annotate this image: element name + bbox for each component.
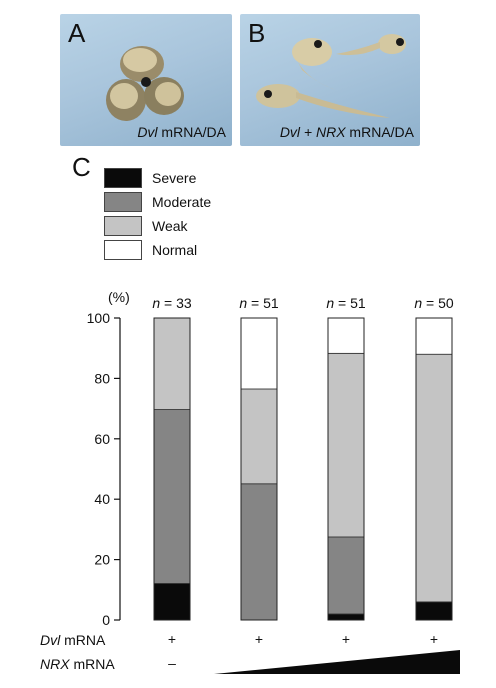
bar-outline-4	[415, 317, 453, 621]
panel-a-label: A	[68, 18, 86, 48]
bar-outline-1	[153, 317, 191, 621]
legend-swatch-weak	[104, 216, 142, 236]
bar-segment-weak-2	[240, 388, 278, 485]
panel-b-caption: Dvl + NRX mRNA/DA	[279, 124, 414, 140]
y-tick-label-0: 0	[102, 612, 110, 628]
y-tick-label-80: 80	[94, 370, 110, 386]
n-label-1: n = 33	[152, 295, 192, 311]
photo-panel-b: B Dvl + NRX mRNA/DA	[240, 14, 420, 146]
y-tick-label-20: 20	[94, 552, 110, 568]
bar-segment-weak-3	[327, 352, 365, 538]
bar-segment-moderate-2	[240, 483, 278, 621]
dvl-mark-2: +	[255, 631, 263, 647]
bar-segment-severe-3	[327, 613, 365, 621]
legend-item-moderate: Moderate	[104, 192, 364, 214]
legend-label-weak: Weak	[152, 218, 188, 234]
y-tick-label-60: 60	[94, 431, 110, 447]
bar-segment-moderate-1	[153, 409, 191, 584]
panel-a-caption: Dvl mRNA/DA	[137, 124, 226, 140]
bar-segment-moderate-3	[327, 536, 365, 615]
dvl-mark-3: +	[342, 631, 350, 647]
n-label-4: n = 50	[414, 295, 454, 311]
legend-item-severe: Severe	[104, 168, 364, 190]
y-tick-label-40: 40	[94, 491, 110, 507]
panel-b-label: B	[248, 18, 266, 48]
legend-swatch-severe	[104, 168, 142, 188]
legend-swatch-normal	[104, 240, 142, 260]
nrx-mrna-label: NRX mRNA	[40, 656, 115, 672]
dvl-mark-1: +	[168, 631, 176, 647]
photo-panel-a: A Dvl mRNA/DA	[60, 14, 232, 146]
bar-segment-normal-2	[240, 317, 278, 390]
n-label-3: n = 51	[326, 295, 366, 311]
bar-segment-weak-1	[153, 317, 191, 410]
dvl-mrna-label: Dvl mRNA	[40, 632, 106, 648]
bar-segment-weak-4	[415, 353, 453, 603]
nrx-mark-1: –	[168, 655, 176, 671]
embryo-cluster-illustration	[106, 46, 184, 121]
bar-segment-severe-4	[415, 601, 453, 621]
legend-label-moderate: Moderate	[152, 194, 212, 210]
y-tick-label-100: 100	[87, 310, 111, 326]
legend-item-normal: Normal	[104, 240, 364, 262]
y-unit-label: (%)	[108, 289, 130, 305]
legend-item-weak: Weak	[104, 216, 364, 238]
nrx-dose-wedge	[214, 650, 460, 674]
panel-c-label: C	[72, 152, 91, 182]
dvl-mark-4: +	[430, 631, 438, 647]
bar-segment-normal-3	[327, 317, 365, 354]
bar-outline-3	[327, 317, 365, 621]
bar-outline-2	[240, 317, 278, 621]
bar-segment-normal-4	[415, 317, 453, 355]
legend-label-normal: Normal	[152, 242, 198, 258]
bar-segment-severe-1	[153, 583, 191, 621]
legend-label-severe: Severe	[152, 170, 197, 186]
legend-swatch-moderate	[104, 192, 142, 212]
tadpole-illustration	[256, 34, 406, 118]
n-label-2: n = 51	[239, 295, 279, 311]
